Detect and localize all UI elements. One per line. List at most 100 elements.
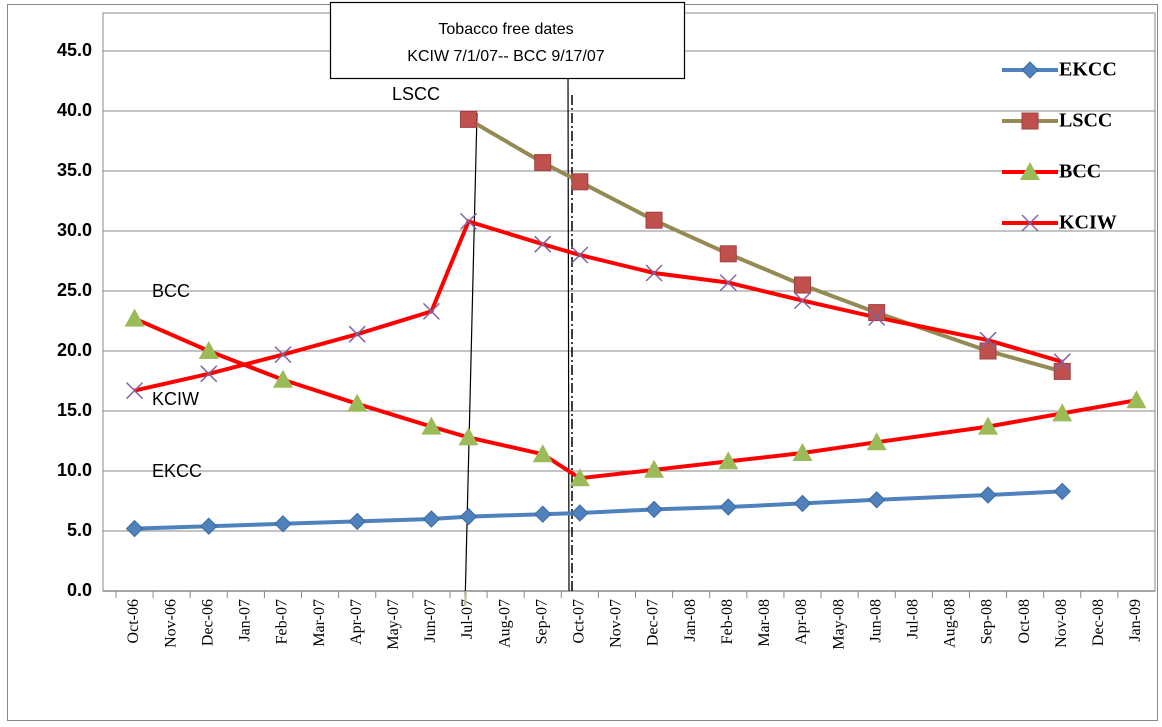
x-tick-label: Jun-07 xyxy=(422,599,439,643)
y-tick-label: 25.0 xyxy=(57,280,92,300)
legend-label: EKCC xyxy=(1059,59,1117,81)
marker xyxy=(422,510,441,528)
marker xyxy=(459,212,478,230)
marker xyxy=(534,154,552,172)
x-tick-label: Nov-07 xyxy=(608,599,625,648)
legend-label: KCIW xyxy=(1059,212,1117,234)
annotation: BCC xyxy=(152,281,190,301)
x-tick-label: Sep-08 xyxy=(979,599,996,644)
marker xyxy=(348,512,366,531)
marker xyxy=(793,494,812,513)
y-tick-label: 40.0 xyxy=(57,100,92,120)
date-line xyxy=(464,112,478,607)
marker xyxy=(719,498,737,516)
x-tick-label: Feb-08 xyxy=(719,599,736,644)
marker xyxy=(200,365,218,383)
marker xyxy=(645,211,663,229)
x-tick-label: Mar-08 xyxy=(756,599,773,647)
marker xyxy=(534,235,552,253)
marker xyxy=(274,515,292,533)
y-tick-label: 30.0 xyxy=(57,220,92,240)
x-tick-label: Feb-07 xyxy=(274,599,291,644)
x-tick-label: Oct-06 xyxy=(125,599,142,643)
x-tick-label: Dec-06 xyxy=(199,599,216,646)
marker xyxy=(569,468,590,487)
x-tick-label: Dec-08 xyxy=(1090,599,1107,646)
marker xyxy=(272,369,293,388)
x-tick-label: Nov-08 xyxy=(1053,599,1070,648)
date-line xyxy=(567,69,570,592)
marker xyxy=(125,519,144,538)
marker xyxy=(1052,403,1073,422)
marker xyxy=(793,276,811,294)
x-tick-label: Oct-07 xyxy=(571,599,588,643)
x-tick-label: Oct-08 xyxy=(1016,599,1033,643)
y-tick-label: 35.0 xyxy=(57,160,92,180)
legend-marker xyxy=(1020,162,1040,180)
marker xyxy=(644,459,665,478)
marker xyxy=(867,491,886,509)
x-tick-label: Jan-08 xyxy=(682,599,699,642)
marker xyxy=(198,341,219,359)
y-tick-label: 5.0 xyxy=(67,520,92,540)
annotation: KCIW xyxy=(152,389,199,409)
marker xyxy=(458,427,479,446)
annotation: KCIW 7/1/07-- BCC 9/17/07 xyxy=(407,48,605,65)
x-tick-label: May-07 xyxy=(385,599,402,650)
legend-marker xyxy=(1021,61,1039,79)
marker xyxy=(866,432,887,451)
x-tick-label: Dec-07 xyxy=(645,599,662,646)
marker xyxy=(460,110,478,128)
series-line xyxy=(134,218,1063,393)
y-tick-label: 15.0 xyxy=(57,400,92,420)
y-tick-label: 45.0 xyxy=(57,40,92,60)
x-tick-label: Nov-06 xyxy=(162,599,179,648)
x-tick-label: Jun-08 xyxy=(867,599,884,643)
marker xyxy=(1053,362,1071,380)
marker xyxy=(645,264,663,282)
marker xyxy=(422,302,440,320)
marker xyxy=(718,451,739,470)
x-tick-label: Jul-08 xyxy=(904,599,921,639)
marker xyxy=(571,246,589,264)
x-tick-label: Aug-07 xyxy=(496,599,513,648)
marker xyxy=(534,505,552,523)
marker xyxy=(347,393,368,412)
marker xyxy=(421,416,442,435)
x-tick-label: Jan-09 xyxy=(1127,599,1144,642)
x-tick-label: Apr-08 xyxy=(793,599,810,645)
y-tick-label: 20.0 xyxy=(57,340,92,360)
x-tick-label: Sep-07 xyxy=(533,599,550,644)
marker xyxy=(274,346,292,364)
x-tick-label: Jul-07 xyxy=(459,599,476,639)
x-tick-label: Aug-08 xyxy=(942,599,959,648)
marker xyxy=(1126,390,1147,409)
marker xyxy=(532,444,553,463)
legend-marker xyxy=(1021,112,1039,130)
annotation: Tobacco free dates xyxy=(438,21,573,38)
marker xyxy=(978,416,999,435)
annotation: LSCC xyxy=(392,84,440,104)
marker xyxy=(793,292,812,310)
marker xyxy=(868,304,886,322)
legend-label: LSCC xyxy=(1059,110,1112,132)
marker xyxy=(348,325,366,343)
marker xyxy=(1053,482,1071,501)
marker xyxy=(979,486,997,504)
marker xyxy=(719,274,737,292)
marker xyxy=(571,504,589,522)
x-tick-label: Jan-07 xyxy=(237,599,254,642)
x-tick-label: May-08 xyxy=(830,599,847,650)
marker xyxy=(571,173,589,191)
date-line-foot xyxy=(464,590,467,607)
marker xyxy=(979,342,997,360)
series-line xyxy=(134,489,1063,531)
annotation-box xyxy=(329,1,686,80)
marker xyxy=(645,500,663,519)
chart-frame xyxy=(7,4,1158,721)
marker xyxy=(792,443,813,461)
annotation: EKCC xyxy=(152,461,202,481)
marker xyxy=(124,308,145,327)
marker xyxy=(868,308,886,326)
marker xyxy=(126,382,144,400)
